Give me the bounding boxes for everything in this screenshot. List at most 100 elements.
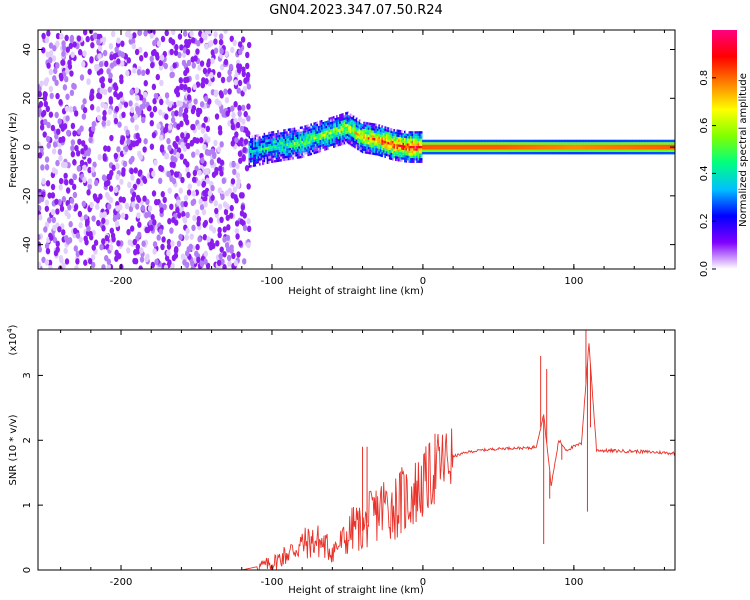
signal-cell	[672, 151, 675, 155]
signal-cell	[665, 144, 668, 148]
signal-cell	[259, 146, 261, 149]
signal-cell	[248, 160, 251, 163]
signal-cell	[508, 144, 511, 148]
noise-cell	[199, 101, 205, 108]
spectrogram-x-tick-label: 0	[420, 276, 426, 287]
signal-cell	[283, 143, 286, 147]
noise-cell	[52, 224, 57, 232]
signal-cell	[429, 147, 432, 150]
signal-cell	[615, 139, 618, 143]
noise-cell	[224, 96, 230, 104]
signal-cell	[394, 139, 397, 142]
signal-cell	[333, 135, 335, 139]
signal-cell	[400, 142, 403, 145]
signal-cell	[417, 145, 420, 149]
signal-cell	[248, 165, 251, 168]
noise-cell	[242, 146, 247, 154]
signal-cell	[311, 139, 314, 143]
signal-cell	[467, 144, 470, 148]
noise-cell	[51, 55, 57, 62]
signal-cell	[420, 150, 423, 154]
noise-cell	[57, 198, 62, 206]
signal-cell	[429, 149, 432, 152]
signal-cell	[413, 131, 415, 134]
signal-cell	[370, 135, 373, 138]
signal-cell	[319, 125, 322, 128]
signal-cell	[506, 139, 509, 143]
signal-cell	[394, 131, 397, 135]
noise-cell	[121, 167, 126, 174]
signal-cell	[580, 151, 583, 155]
signal-cell	[382, 152, 385, 156]
signal-cell	[580, 139, 583, 143]
signal-cell	[322, 131, 325, 135]
signal-cell	[266, 159, 269, 162]
signal-cell	[248, 136, 251, 139]
signal-cell	[325, 120, 328, 124]
signal-cell	[269, 136, 272, 139]
signal-cell	[659, 144, 662, 148]
signal-cell	[250, 162, 252, 166]
signal-cell	[465, 149, 468, 152]
signal-cell	[289, 128, 292, 131]
noise-cell	[57, 148, 63, 156]
noise-cell	[65, 115, 70, 122]
signal-cell	[636, 139, 639, 143]
noise-cell	[238, 157, 243, 164]
signal-cell	[455, 144, 458, 148]
signal-cell	[379, 129, 382, 133]
signal-cell	[287, 140, 290, 144]
signal-cell	[390, 147, 393, 151]
signal-cell	[372, 123, 375, 126]
signal-cell	[301, 133, 304, 137]
noise-cell	[141, 69, 146, 77]
signal-cell	[446, 149, 449, 152]
signal-cell	[671, 139, 674, 143]
signal-cell	[485, 151, 488, 155]
signal-cell	[376, 140, 379, 144]
snr-line-marks	[38, 330, 675, 570]
signal-cell	[461, 147, 464, 150]
noise-cell	[72, 159, 77, 166]
signal-cell	[254, 149, 257, 152]
signal-cell	[369, 139, 372, 143]
signal-cell	[295, 156, 298, 160]
noise-cell	[159, 98, 164, 106]
signal-cell	[548, 139, 551, 143]
signal-cell	[610, 149, 613, 152]
signal-cell	[293, 127, 296, 130]
signal-cell	[334, 142, 337, 145]
signal-cell	[499, 139, 502, 143]
signal-cell	[404, 159, 406, 163]
signal-cell	[256, 161, 258, 164]
signal-cell	[440, 149, 443, 152]
noise-cell	[134, 203, 140, 210]
signal-cell	[402, 147, 405, 150]
noise-cell	[178, 100, 183, 107]
signal-cell	[419, 138, 421, 141]
signal-cell	[532, 147, 535, 150]
signal-cell	[317, 123, 320, 126]
signal-cell	[290, 135, 293, 138]
signal-cell	[648, 144, 651, 148]
noise-cell	[162, 196, 167, 204]
signal-cell	[382, 138, 385, 141]
signal-cell	[396, 141, 399, 145]
signal-cell	[355, 124, 358, 128]
noise-cell	[232, 186, 238, 193]
signal-cell	[607, 144, 610, 148]
signal-cell	[290, 154, 293, 158]
signal-cell	[265, 132, 268, 135]
noise-cell	[179, 44, 184, 51]
noise-cell	[81, 140, 86, 147]
noise-cell	[64, 105, 70, 112]
signal-cell	[476, 147, 479, 150]
signal-cell	[496, 147, 498, 150]
signal-cell	[420, 138, 423, 141]
signal-cell	[364, 129, 367, 132]
signal-cell	[376, 153, 379, 156]
noise-cell	[239, 210, 245, 217]
signal-cell	[416, 148, 418, 151]
signal-cell	[257, 141, 260, 144]
noise-cell	[191, 151, 196, 158]
